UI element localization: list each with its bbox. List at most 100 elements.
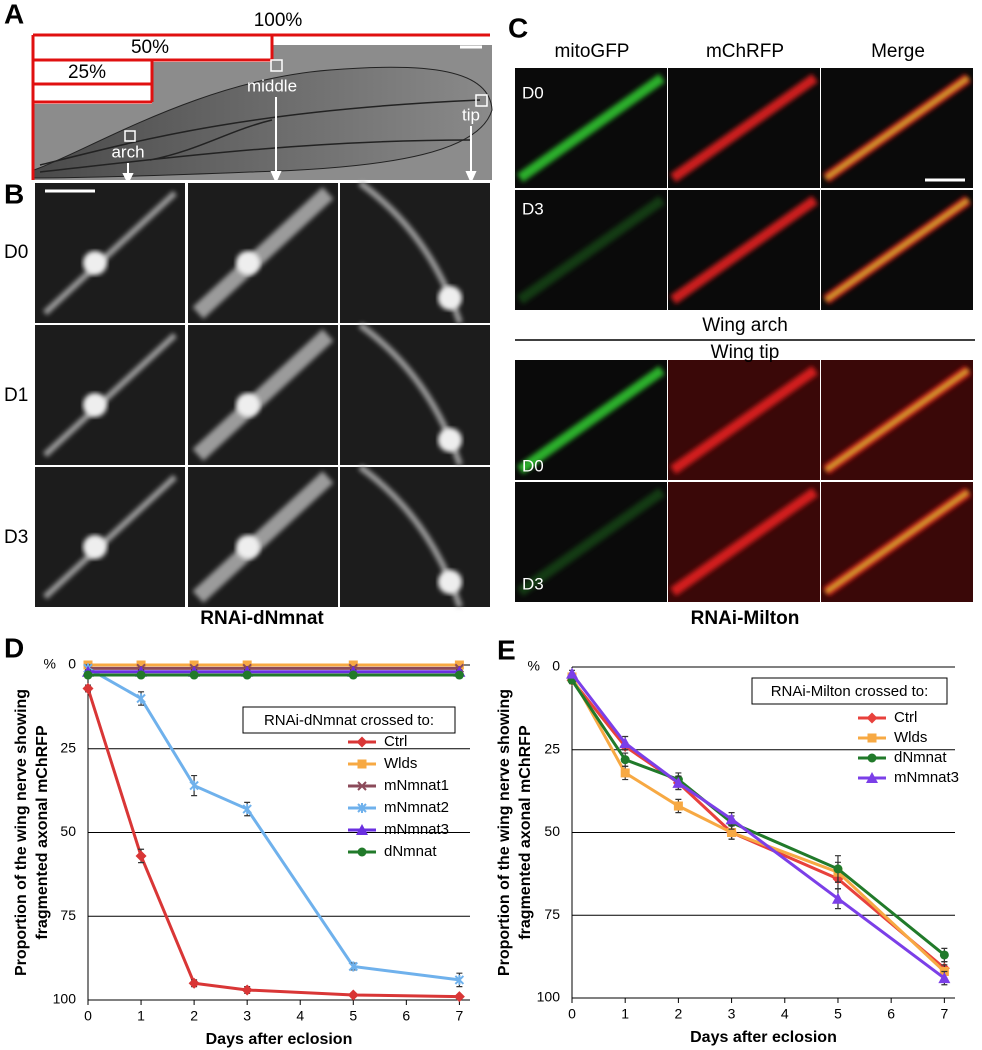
row-label: D3: [4, 527, 28, 548]
point-label: middle: [247, 76, 297, 95]
x-tick-label: 2: [674, 1006, 682, 1022]
legend-marker: [356, 824, 368, 835]
nerve-blob: [438, 570, 462, 594]
nerve: [517, 365, 665, 475]
nerve: [824, 368, 970, 472]
x-tick-label: 6: [887, 1006, 895, 1022]
nerve: [42, 474, 178, 600]
row-label: D0: [522, 456, 544, 475]
micrograph-grid: [515, 68, 973, 602]
unit-label: %: [44, 656, 56, 672]
micrograph: [340, 467, 490, 607]
y-axis-label: Proportion of the wing nerve showing: [496, 689, 513, 976]
marker: [454, 660, 464, 670]
x-tick-label: 0: [84, 1008, 92, 1024]
marker: [242, 804, 252, 815]
column-label: mitoGFP: [555, 41, 630, 62]
marker: [242, 670, 252, 680]
x-tick-label: 7: [455, 1008, 463, 1024]
marker: [188, 977, 200, 989]
legend-label: Ctrl: [894, 709, 917, 726]
marker: [673, 801, 683, 811]
panel-letter: A: [4, 0, 24, 29]
legend-label: Wlds: [384, 755, 417, 772]
y-tick-label: 50: [544, 823, 560, 839]
percent-label: 100%: [254, 10, 303, 31]
marker: [135, 850, 147, 862]
y-tick-label: 25: [544, 740, 560, 756]
nerve: [670, 195, 818, 305]
marker: [727, 828, 737, 837]
micrograph: [340, 325, 490, 465]
y-axis-label: Proportion of the wing nerve showing: [13, 689, 30, 976]
marker: [620, 755, 630, 765]
y-tick-label: 75: [60, 907, 76, 923]
legend-label: dNmnat: [384, 843, 437, 860]
x-axis-label: Days after eclosion: [690, 1029, 837, 1046]
unit-label: %: [528, 658, 540, 674]
legend-label: dNmnat: [894, 749, 947, 766]
nerve: [517, 487, 665, 597]
nerve-blob: [83, 535, 107, 559]
marker: [619, 737, 632, 749]
y-tick-label: 50: [60, 823, 76, 839]
series-line: [87, 667, 460, 982]
nerve: [824, 490, 970, 594]
nerve: [670, 73, 818, 183]
marker: [725, 813, 738, 825]
nerve-blob: [438, 428, 462, 452]
percent-lines: [31, 33, 490, 180]
y-axis-label: fragmented axonal mChRFP: [34, 725, 51, 940]
y-tick-label: 25: [60, 739, 76, 755]
row-label: D3: [522, 199, 544, 218]
marker: [348, 961, 358, 972]
y-axis-label: fragmented axonal mChRFP: [517, 725, 534, 940]
legend-label: mNmnat1: [384, 777, 449, 794]
caption: RNAi-dNmnat: [200, 608, 324, 629]
micrograph: [340, 183, 490, 323]
legend-marker: [867, 733, 877, 743]
legend-marker: [357, 781, 367, 791]
legend-marker: [866, 712, 878, 724]
y-tick-label: 0: [68, 656, 76, 672]
y-tick-label: 0: [552, 658, 560, 674]
panel-letter: E: [497, 634, 516, 665]
legend-marker: [357, 847, 367, 857]
legend-label: mNmnat3: [894, 769, 959, 786]
row-label: D1: [4, 385, 28, 406]
x-tick-label: 7: [940, 1006, 948, 1022]
y-tick-label: 100: [537, 989, 561, 1005]
nerve-blob: [438, 286, 462, 310]
series-line: [570, 676, 946, 973]
legend-title: RNAi-Milton crossed to:: [771, 683, 929, 700]
marker: [831, 892, 844, 904]
marker: [454, 670, 464, 680]
x-tick-label: 3: [243, 1008, 251, 1024]
y-tick-label: 75: [544, 906, 560, 922]
x-tick-label: 2: [190, 1008, 198, 1024]
x-tick-label: 4: [781, 1006, 789, 1022]
panel-letter: B: [4, 178, 24, 209]
marker: [454, 974, 465, 985]
percent-label: 25%: [68, 62, 106, 83]
nerve: [42, 332, 178, 458]
y-tick-label: 100: [53, 991, 77, 1007]
section-label: Wing tip: [711, 342, 780, 363]
caption: RNAi-Milton: [691, 608, 800, 629]
row-label: D3: [522, 574, 544, 593]
marker: [620, 768, 630, 778]
point-label: arch: [111, 142, 144, 161]
marker: [566, 667, 578, 679]
x-tick-label: 1: [137, 1008, 145, 1024]
roi-box: [124, 59, 488, 142]
panel-letter: C: [508, 12, 528, 43]
marker: [83, 670, 93, 680]
nerve: [517, 73, 665, 183]
x-tick-label: 6: [402, 1008, 410, 1024]
x-tick-label: 5: [349, 1008, 357, 1024]
section-label: Wing arch: [702, 315, 788, 336]
marker: [136, 670, 146, 680]
marker: [241, 984, 253, 996]
nerve: [42, 190, 178, 316]
